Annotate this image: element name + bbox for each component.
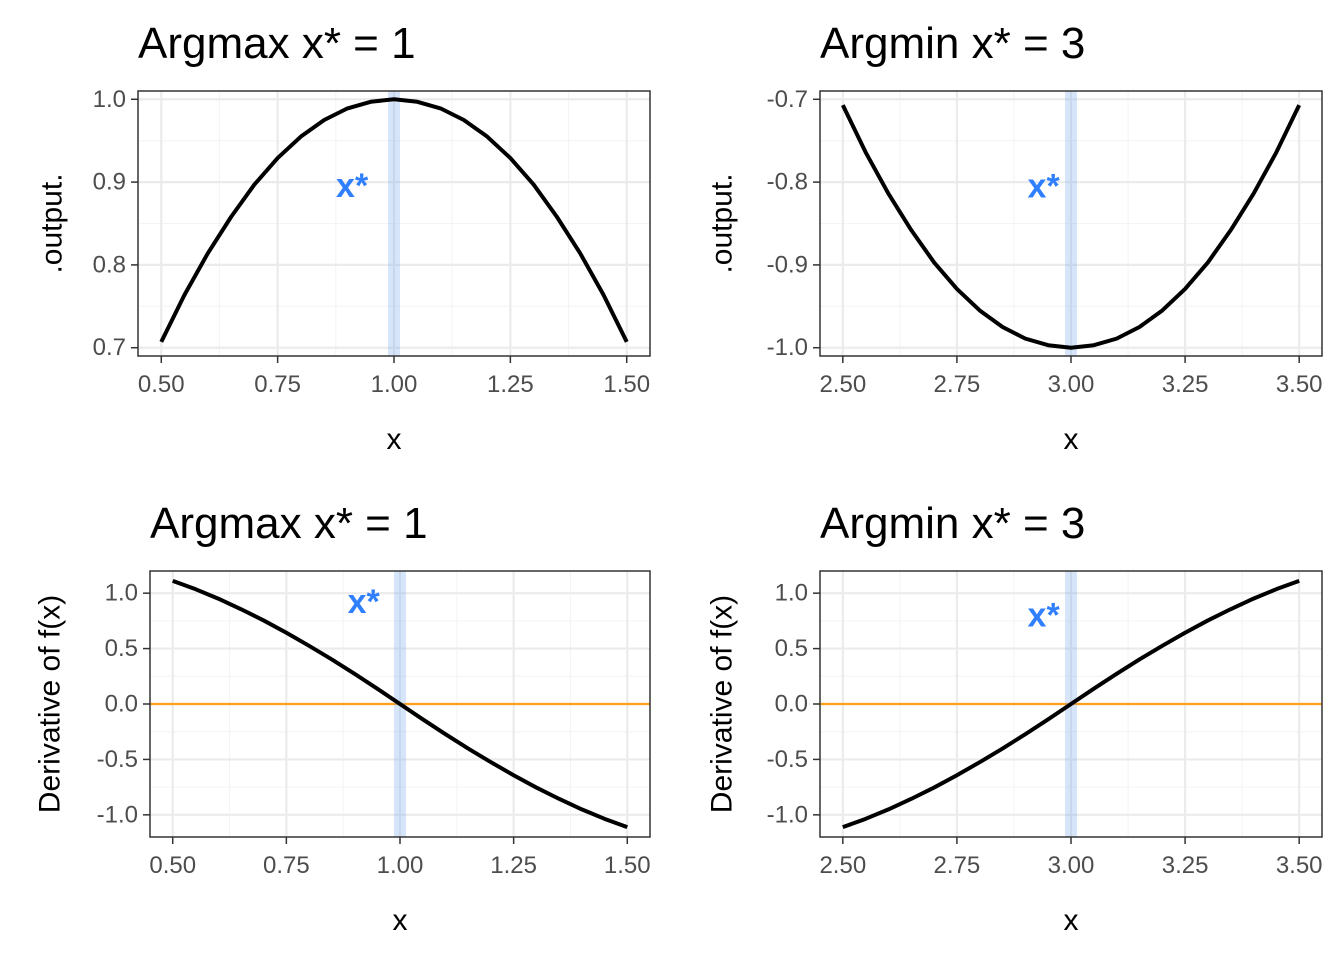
chart-panel-3: x* 0.50 0.75 1.00 1.25 1.50 -1.0 -0.5 0.0 0.5 1.0 x… xyxy=(34,499,651,937)
y-tick-label: -0.9 xyxy=(767,251,808,278)
x-axis-title: x xyxy=(1064,423,1079,456)
y-tick-label: 0.0 xyxy=(105,691,138,718)
y-tick-label: 0.8 xyxy=(93,251,126,278)
x-tick-label: 2.50 xyxy=(819,852,866,879)
x-tick-label: 3.50 xyxy=(1276,371,1323,398)
y-tick-label: 0.9 xyxy=(93,169,126,196)
x-tick-label: 1.50 xyxy=(604,852,651,879)
y-axis-title: Derivative of f(x) xyxy=(706,595,739,813)
series-line xyxy=(841,104,1301,350)
x-tick-label: 2.75 xyxy=(934,852,981,879)
x-tick-label: 0.50 xyxy=(138,371,185,398)
y-tick-label: -1.0 xyxy=(97,801,138,828)
x-tick-label: 1.50 xyxy=(603,371,650,398)
chart-title: Argmin x* = 3 xyxy=(820,19,1085,68)
y-tick-label: -1.0 xyxy=(767,334,808,361)
x-tick-label: 1.25 xyxy=(490,852,537,879)
optimum-marker-label: x* xyxy=(348,583,381,621)
series-line xyxy=(172,578,628,830)
y-tick-label: 0.7 xyxy=(93,334,126,361)
y-tick-label: 0.5 xyxy=(775,635,808,662)
x-tick-label: 3.00 xyxy=(1048,371,1095,398)
y-axis-title: .output. xyxy=(36,173,69,273)
series-line xyxy=(842,578,1300,830)
x-tick-label: 3.25 xyxy=(1162,852,1209,879)
x-axis-title: x xyxy=(387,423,402,456)
y-tick-label: -0.5 xyxy=(767,746,808,773)
chart-panel-2: x* 2.50 2.75 3.00 3.25 3.50 -1.0 -0.9 -0.8 -0.7 x.… xyxy=(706,19,1323,456)
x-tick-label: 3.50 xyxy=(1276,852,1323,879)
x-axis-title: x xyxy=(1064,904,1079,937)
chart-title: Argmax x* = 1 xyxy=(138,19,416,68)
y-tick-label: -0.5 xyxy=(97,746,138,773)
chart-panel-1: x* 0.50 0.75 1.00 1.25 1.50 0.7 0.8 0.9 1.0 x .outp… xyxy=(36,19,651,456)
x-tick-label: 1.00 xyxy=(371,371,418,398)
chart-title: Argmax x* = 1 xyxy=(150,499,428,548)
optimum-marker-label: x* xyxy=(1028,168,1061,206)
y-axis-title: .output. xyxy=(706,173,739,273)
x-tick-label: 0.50 xyxy=(149,852,196,879)
x-tick-label: 0.75 xyxy=(254,371,301,398)
series-line xyxy=(159,97,629,343)
y-tick-label: 0.5 xyxy=(105,635,138,662)
x-tick-label: 3.00 xyxy=(1048,852,1095,879)
y-axis-title: Derivative of f(x) xyxy=(34,595,67,813)
x-axis-title: x xyxy=(393,904,408,937)
y-tick-label: -1.0 xyxy=(767,801,808,828)
y-tick-label: -0.7 xyxy=(767,86,808,113)
y-tick-label: 1.0 xyxy=(775,580,808,607)
x-tick-label: 1.25 xyxy=(487,371,534,398)
x-tick-label: 3.25 xyxy=(1162,371,1209,398)
x-tick-label: 0.75 xyxy=(263,852,310,879)
chart-panel-4: x* 2.50 2.75 3.00 3.25 3.50 -1.0 -0.5 0.0 0.5 1.0 x… xyxy=(706,499,1323,937)
optimum-marker-label: x* xyxy=(336,167,369,205)
optimum-marker-label: x* xyxy=(1028,597,1061,635)
x-tick-label: 2.75 xyxy=(934,371,981,398)
x-tick-label: 2.50 xyxy=(819,371,866,398)
y-tick-label: 1.0 xyxy=(93,86,126,113)
chart-title: Argmin x* = 3 xyxy=(820,499,1085,548)
y-tick-label: 1.0 xyxy=(105,580,138,607)
y-tick-label: 0.0 xyxy=(775,691,808,718)
x-tick-label: 1.00 xyxy=(377,852,424,879)
y-tick-label: -0.8 xyxy=(767,169,808,196)
